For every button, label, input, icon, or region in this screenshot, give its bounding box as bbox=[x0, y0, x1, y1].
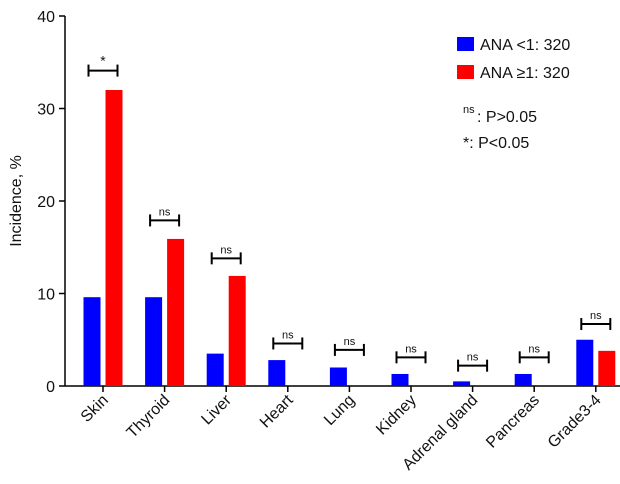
bar-0-7 bbox=[514, 373, 532, 386]
legend-label-0: ANA <1: 320 bbox=[480, 37, 570, 54]
bar-0-1 bbox=[145, 297, 163, 386]
note-ns-superscript: ns bbox=[463, 104, 475, 116]
bar-1-1 bbox=[167, 238, 185, 386]
bracket-label-7: ns bbox=[528, 343, 540, 355]
x-tick-label-4: Lung bbox=[321, 392, 358, 429]
bar-0-8 bbox=[576, 339, 594, 386]
legend-swatch-1 bbox=[457, 65, 474, 79]
y-tick-label-4: 40 bbox=[37, 9, 55, 26]
bars bbox=[83, 90, 616, 386]
x-tick-label-1: Thyroid bbox=[124, 392, 174, 442]
legend: ANA <1: 320 ANA ≥1: 320 bbox=[457, 37, 570, 82]
bracket-label-8: ns bbox=[590, 310, 602, 322]
bracket-label-0: * bbox=[100, 53, 106, 69]
y-axis-title: Incidence, % bbox=[8, 155, 25, 247]
bracket-label-4: ns bbox=[344, 336, 356, 348]
bar-0-3 bbox=[268, 360, 286, 386]
x-tick-label-5: Kidney bbox=[373, 392, 420, 439]
x-tick-label-8: Grade3-4 bbox=[545, 392, 605, 452]
x-tick-label-0: Skin bbox=[78, 392, 112, 426]
significance-brackets: * ns ns ns ns ns ns ns ns bbox=[87, 53, 612, 372]
x-tick-label-3: Heart bbox=[257, 391, 297, 431]
y-tick-label-1: 10 bbox=[37, 287, 55, 304]
bar-1-2 bbox=[228, 275, 246, 386]
y-tick-label-2: 20 bbox=[37, 194, 55, 211]
bar-0-6 bbox=[453, 381, 471, 386]
bracket-label-2: ns bbox=[220, 244, 232, 256]
legend-label-1: ANA ≥1: 320 bbox=[480, 65, 570, 82]
bracket-label-6: ns bbox=[467, 352, 479, 364]
y-tick-label-0: 0 bbox=[46, 379, 55, 396]
y-tick-label-3: 30 bbox=[37, 102, 55, 119]
y-ticks: 0 10 20 30 40 bbox=[37, 9, 65, 396]
bar-0-4 bbox=[329, 367, 347, 386]
legend-swatch-0 bbox=[457, 37, 474, 51]
x-tick-label-7: Pancreas bbox=[483, 392, 543, 452]
bracket-label-5: ns bbox=[405, 343, 417, 355]
bracket-label-3: ns bbox=[282, 329, 294, 341]
note-star: *: P<0.05 bbox=[463, 135, 529, 152]
bar-1-8 bbox=[598, 350, 616, 386]
note-ns: : P>0.05 bbox=[477, 109, 537, 126]
bar-0-0 bbox=[83, 297, 101, 386]
significance-notes: ns : P>0.05 *: P<0.05 bbox=[463, 104, 537, 152]
x-tick-label-2: Liver bbox=[198, 391, 235, 428]
bar-1-0 bbox=[105, 90, 123, 386]
bar-0-2 bbox=[206, 353, 224, 386]
bar-0-5 bbox=[391, 373, 409, 386]
bracket-label-1: ns bbox=[159, 206, 171, 218]
